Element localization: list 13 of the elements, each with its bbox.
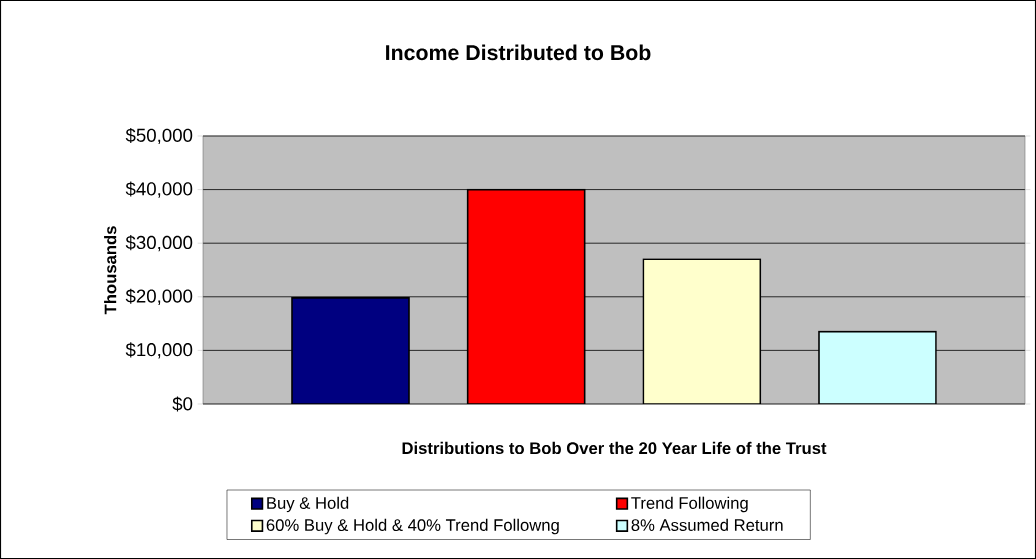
y-tick-label: $10,000: [125, 342, 193, 359]
y-tick-label: $30,000: [125, 235, 193, 252]
chart-title: Income Distributed to Bob: [386, 44, 651, 61]
y-axis-title: Thousands: [104, 226, 117, 315]
legend-label: 8% Assumed Return: [631, 518, 783, 531]
legend-label: 60% Buy & Hold & 40% Trend Followng: [266, 518, 559, 535]
y-tick-label: $0: [172, 396, 193, 412]
y-tick-label: $20,000: [125, 288, 193, 305]
y-tick-label: $50,000: [125, 127, 193, 145]
y-tick-label: $40,000: [125, 181, 193, 198]
legend-label: Trend Following: [631, 496, 748, 513]
legend-label: Buy & Hold: [267, 496, 349, 513]
x-axis-title: Distributions to Bob Over the 20 Year Life of the Trust: [402, 441, 827, 455]
